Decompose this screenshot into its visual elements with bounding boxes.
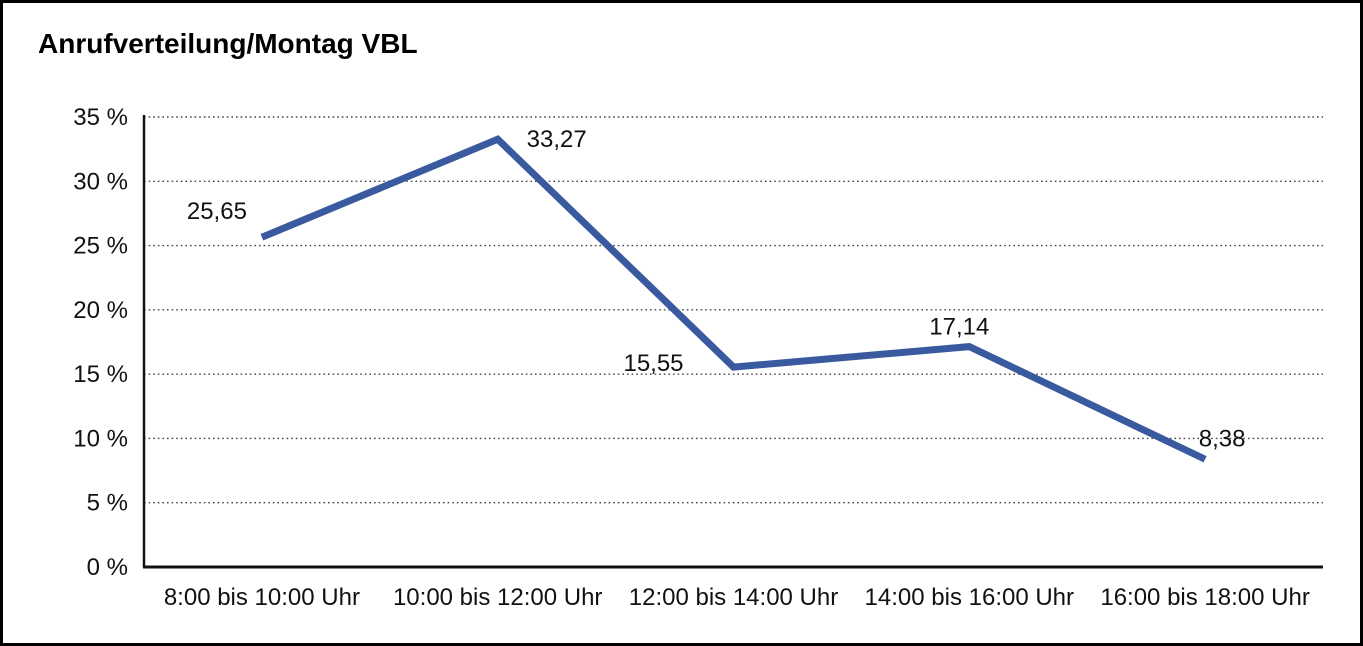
y-tick-label: 20 % [73, 297, 128, 324]
data-point-value-label: 25,65 [187, 198, 247, 225]
y-tick-label: 15 % [73, 361, 128, 388]
data-line-series [260, 135, 1207, 463]
x-category-label: 12:00 bis 14:00 Uhr [629, 584, 838, 611]
data-point-value-label: 33,27 [527, 126, 587, 153]
y-tick-label: 35 % [73, 104, 128, 131]
data-point-value-label: 8,38 [1199, 425, 1246, 452]
y-tick-label: 30 % [73, 168, 128, 195]
y-tick-label: 5 % [87, 490, 128, 517]
data-point-value-label: 17,14 [929, 314, 989, 341]
x-category-label: 8:00 bis 10:00 Uhr [164, 584, 360, 611]
y-tick-label: 25 % [73, 233, 128, 260]
x-category-label: 14:00 bis 16:00 Uhr [865, 584, 1074, 611]
x-category-label: 16:00 bis 18:00 Uhr [1100, 584, 1309, 611]
y-tick-label: 0 % [87, 554, 128, 581]
chart-title: Anrufverteilung/Montag VBL [38, 28, 418, 59]
x-category-label: 10:00 bis 12:00 Uhr [393, 584, 602, 611]
y-tick-label: 10 % [73, 425, 128, 452]
data-point-value-label: 15,55 [623, 350, 683, 377]
